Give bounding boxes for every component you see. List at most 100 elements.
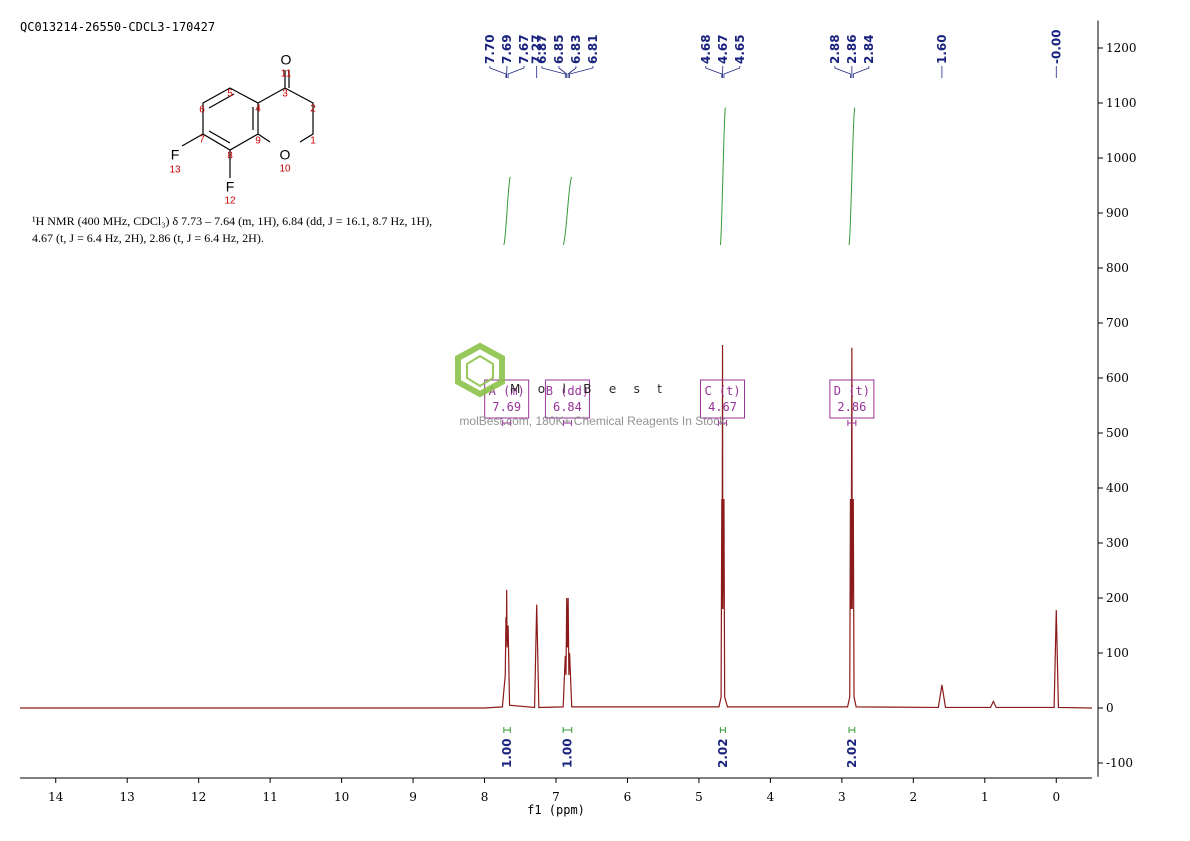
multiplet-label: D (t) bbox=[834, 384, 870, 398]
y-tick-label: 100 bbox=[1106, 646, 1129, 660]
locant: 8 bbox=[227, 151, 233, 162]
multiplet-box bbox=[484, 379, 530, 419]
locant: 6 bbox=[199, 105, 205, 116]
logo-inner bbox=[466, 354, 494, 388]
bonds bbox=[181, 70, 314, 178]
atom-locant: 13 bbox=[169, 165, 181, 176]
atom-locant: 12 bbox=[224, 196, 236, 207]
peak-label: 2.84 bbox=[862, 34, 876, 64]
peak-label: 4.68 bbox=[699, 34, 713, 64]
locant: 7 bbox=[199, 135, 205, 146]
y-tick-label: 400 bbox=[1106, 481, 1129, 495]
locant: 3 bbox=[282, 89, 288, 100]
integral-label: 1.00 bbox=[500, 738, 514, 768]
nmr-text: ¹H NMR (400 MHz, CDCl₃) δ 7.73 – 7.64 (m… bbox=[32, 214, 432, 228]
multiplet-box bbox=[544, 379, 590, 419]
x-tick-label: 7 bbox=[552, 790, 560, 804]
peak-leader bbox=[507, 66, 525, 78]
peak-leader bbox=[569, 66, 594, 78]
atom: F bbox=[171, 147, 180, 163]
logo bbox=[455, 342, 505, 398]
multiplet-marker bbox=[847, 420, 857, 426]
atom-locant: 11 bbox=[281, 69, 292, 80]
tagline: molBest.com, 180K+ Chemical Reagents In … bbox=[459, 414, 728, 428]
y-tick-label: 1100 bbox=[1106, 96, 1137, 110]
x-tick-label: 3 bbox=[838, 790, 846, 804]
multiplet-label: C (t) bbox=[704, 384, 740, 398]
integral-bracket bbox=[503, 727, 511, 733]
y-tick-label: 1200 bbox=[1106, 41, 1137, 55]
peak-label: -0.00 bbox=[1049, 29, 1063, 64]
integral-bracket bbox=[719, 727, 726, 733]
x-tick-label: 10 bbox=[334, 790, 349, 804]
multiplet-marker bbox=[502, 420, 512, 426]
integral-bracket bbox=[848, 727, 856, 733]
multiplet-shift: 2.86 bbox=[837, 400, 866, 414]
y-tick-label: 600 bbox=[1106, 371, 1129, 385]
x-tick-label: 5 bbox=[695, 790, 703, 804]
locant: 9 bbox=[255, 136, 261, 147]
x-tick-label: 2 bbox=[910, 790, 918, 804]
y-tick-label: 700 bbox=[1106, 316, 1129, 330]
integral-curve bbox=[848, 107, 856, 246]
integral-curve bbox=[719, 107, 726, 246]
y-tick-label: -100 bbox=[1106, 756, 1133, 770]
peak-label: 1.60 bbox=[935, 34, 949, 64]
peak-label: 7.67 bbox=[517, 34, 531, 64]
peak-label: 6.83 bbox=[569, 34, 583, 64]
peak-leader bbox=[852, 66, 870, 78]
peak-label: 7.27 bbox=[530, 34, 544, 64]
locant: 4 bbox=[255, 104, 261, 115]
peak-leader bbox=[834, 66, 851, 78]
peak-label: 4.67 bbox=[716, 34, 730, 64]
atom: O bbox=[281, 52, 292, 68]
x-tick-label: 13 bbox=[120, 790, 135, 804]
multiplet-box bbox=[700, 379, 746, 419]
x-tick-label: 4 bbox=[767, 790, 775, 804]
integral-label: 1.00 bbox=[560, 738, 574, 768]
x-tick-label: 9 bbox=[409, 790, 417, 804]
peak-leader bbox=[723, 66, 741, 78]
x-tick-label: 8 bbox=[481, 790, 489, 804]
x-axis-label: f1 (ppm) bbox=[527, 803, 585, 817]
y-tick-label: 300 bbox=[1106, 536, 1129, 550]
peak-leader bbox=[558, 66, 568, 78]
x-tick-label: 11 bbox=[262, 790, 277, 804]
x-tick-label: 12 bbox=[191, 790, 206, 804]
brand: MolBest bbox=[510, 382, 662, 396]
watermark: MolBest molBest.com, 180K+ Chemical Reage… bbox=[455, 342, 729, 428]
locant: 2 bbox=[310, 104, 316, 115]
locant: 1 bbox=[310, 136, 316, 147]
chart-title: QC013214-26550-CDCL3-170427 bbox=[20, 20, 215, 34]
x-tick-label: 1 bbox=[981, 790, 989, 804]
integral-curve bbox=[562, 176, 573, 246]
peak-leader bbox=[541, 66, 566, 78]
multiplet-marker bbox=[718, 420, 728, 426]
integral-label: 2.02 bbox=[716, 738, 730, 768]
y-tick-label: 800 bbox=[1106, 261, 1129, 275]
x-tick-label: 0 bbox=[1052, 790, 1060, 804]
peak-label: 2.86 bbox=[845, 34, 859, 64]
locant: 5 bbox=[227, 89, 233, 100]
peak-leader bbox=[567, 66, 577, 78]
integral-label: 2.02 bbox=[845, 738, 859, 768]
peak-label: 7.70 bbox=[483, 34, 497, 64]
atom-locant: 10 bbox=[279, 164, 291, 175]
peak-label: 4.65 bbox=[733, 34, 747, 64]
y-tick-label: 900 bbox=[1106, 206, 1129, 220]
structure: O 11 O 10 F 13 F 12 5 6 4 3 2 7 9 1 8 bbox=[169, 52, 316, 207]
peak-label: 6.81 bbox=[586, 34, 600, 64]
peak-leader bbox=[489, 66, 507, 78]
nmr-text: 4.67 (t, J = 6.4 Hz, 2H), 2.86 (t, J = 6… bbox=[32, 231, 264, 245]
multiplet-box bbox=[829, 379, 875, 419]
y-tick-label: 0 bbox=[1106, 701, 1114, 715]
y-tick-label: 1000 bbox=[1106, 151, 1137, 165]
multiplet-label: B (dd) bbox=[546, 384, 589, 398]
spectrum bbox=[20, 344, 1093, 709]
peak-label: 2.88 bbox=[828, 34, 842, 64]
atom: O bbox=[280, 147, 291, 163]
multiplet-shift: 4.67 bbox=[708, 400, 737, 414]
peak-label: 7.69 bbox=[500, 34, 514, 64]
atom: F bbox=[226, 179, 235, 195]
